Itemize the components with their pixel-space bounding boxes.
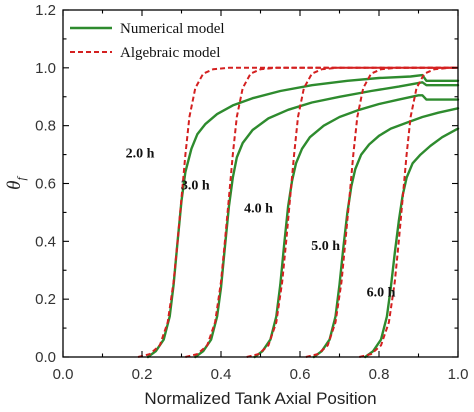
legend-label-algebraic: Algebraic model xyxy=(120,45,220,61)
y-tick-label: 0.6 xyxy=(35,176,56,193)
y-tick-label: 0.8 xyxy=(35,118,56,135)
algebraic-curve-5 xyxy=(359,66,458,358)
x-tick-label: 1.0 xyxy=(448,366,469,383)
plot-frame xyxy=(62,9,459,358)
y-tick-label: 0.4 xyxy=(35,233,56,250)
algebraic-curve-4 xyxy=(305,66,458,358)
numerical-curve-2 xyxy=(194,81,460,359)
numerical-curve-1 xyxy=(146,73,460,359)
x-tick-label: 0.4 xyxy=(211,366,232,383)
axis-ticks xyxy=(62,9,459,358)
algebraic-curve-2 xyxy=(185,66,458,358)
numerical-curve-4 xyxy=(312,107,460,359)
numerical-curve-3 xyxy=(253,94,460,359)
algebraic-curve-1 xyxy=(137,66,458,358)
y-tick-label: 1.0 xyxy=(35,60,56,77)
x-tick-label: 0.2 xyxy=(132,366,153,383)
x-tick-label: 0.8 xyxy=(369,366,390,383)
axis-tick-labels: 0.0 0.2 0.4 0.6 0.8 1.0 0.0 0.2 0.4 0.6 0.8 1.0 1.2 xyxy=(35,2,468,383)
y-tick-label: 0.2 xyxy=(35,291,56,308)
y-axis-title: θf xyxy=(4,176,28,190)
annotation-50: 5.0 h xyxy=(311,239,340,254)
annotation-30: 3.0 h xyxy=(181,178,210,193)
annotation-40: 4.0 h xyxy=(244,201,273,216)
x-tick-label: 0.0 xyxy=(53,366,74,383)
x-tick-label: 0.6 xyxy=(290,366,311,383)
y-tick-label: 1.2 xyxy=(35,2,56,19)
curve-annotations: 2.0 h 3.0 h 4.0 h 5.0 h 6.0 h xyxy=(126,146,396,300)
y-axis-title-subscript: f xyxy=(14,176,28,181)
legend-label-numerical: Numerical model xyxy=(120,21,225,37)
annotation-60: 6.0 h xyxy=(367,285,396,300)
legend: Numerical model Algebraic model xyxy=(70,21,225,61)
algebraic-curve-3 xyxy=(246,66,458,358)
numerical-curve-5 xyxy=(364,127,460,359)
y-axis-title-main: θ xyxy=(4,181,25,190)
x-axis-title: Normalized Tank Axial Position xyxy=(144,389,376,408)
y-tick-label: 0.0 xyxy=(35,349,56,366)
plot-lines xyxy=(137,66,460,359)
annotation-20: 2.0 h xyxy=(126,146,155,161)
